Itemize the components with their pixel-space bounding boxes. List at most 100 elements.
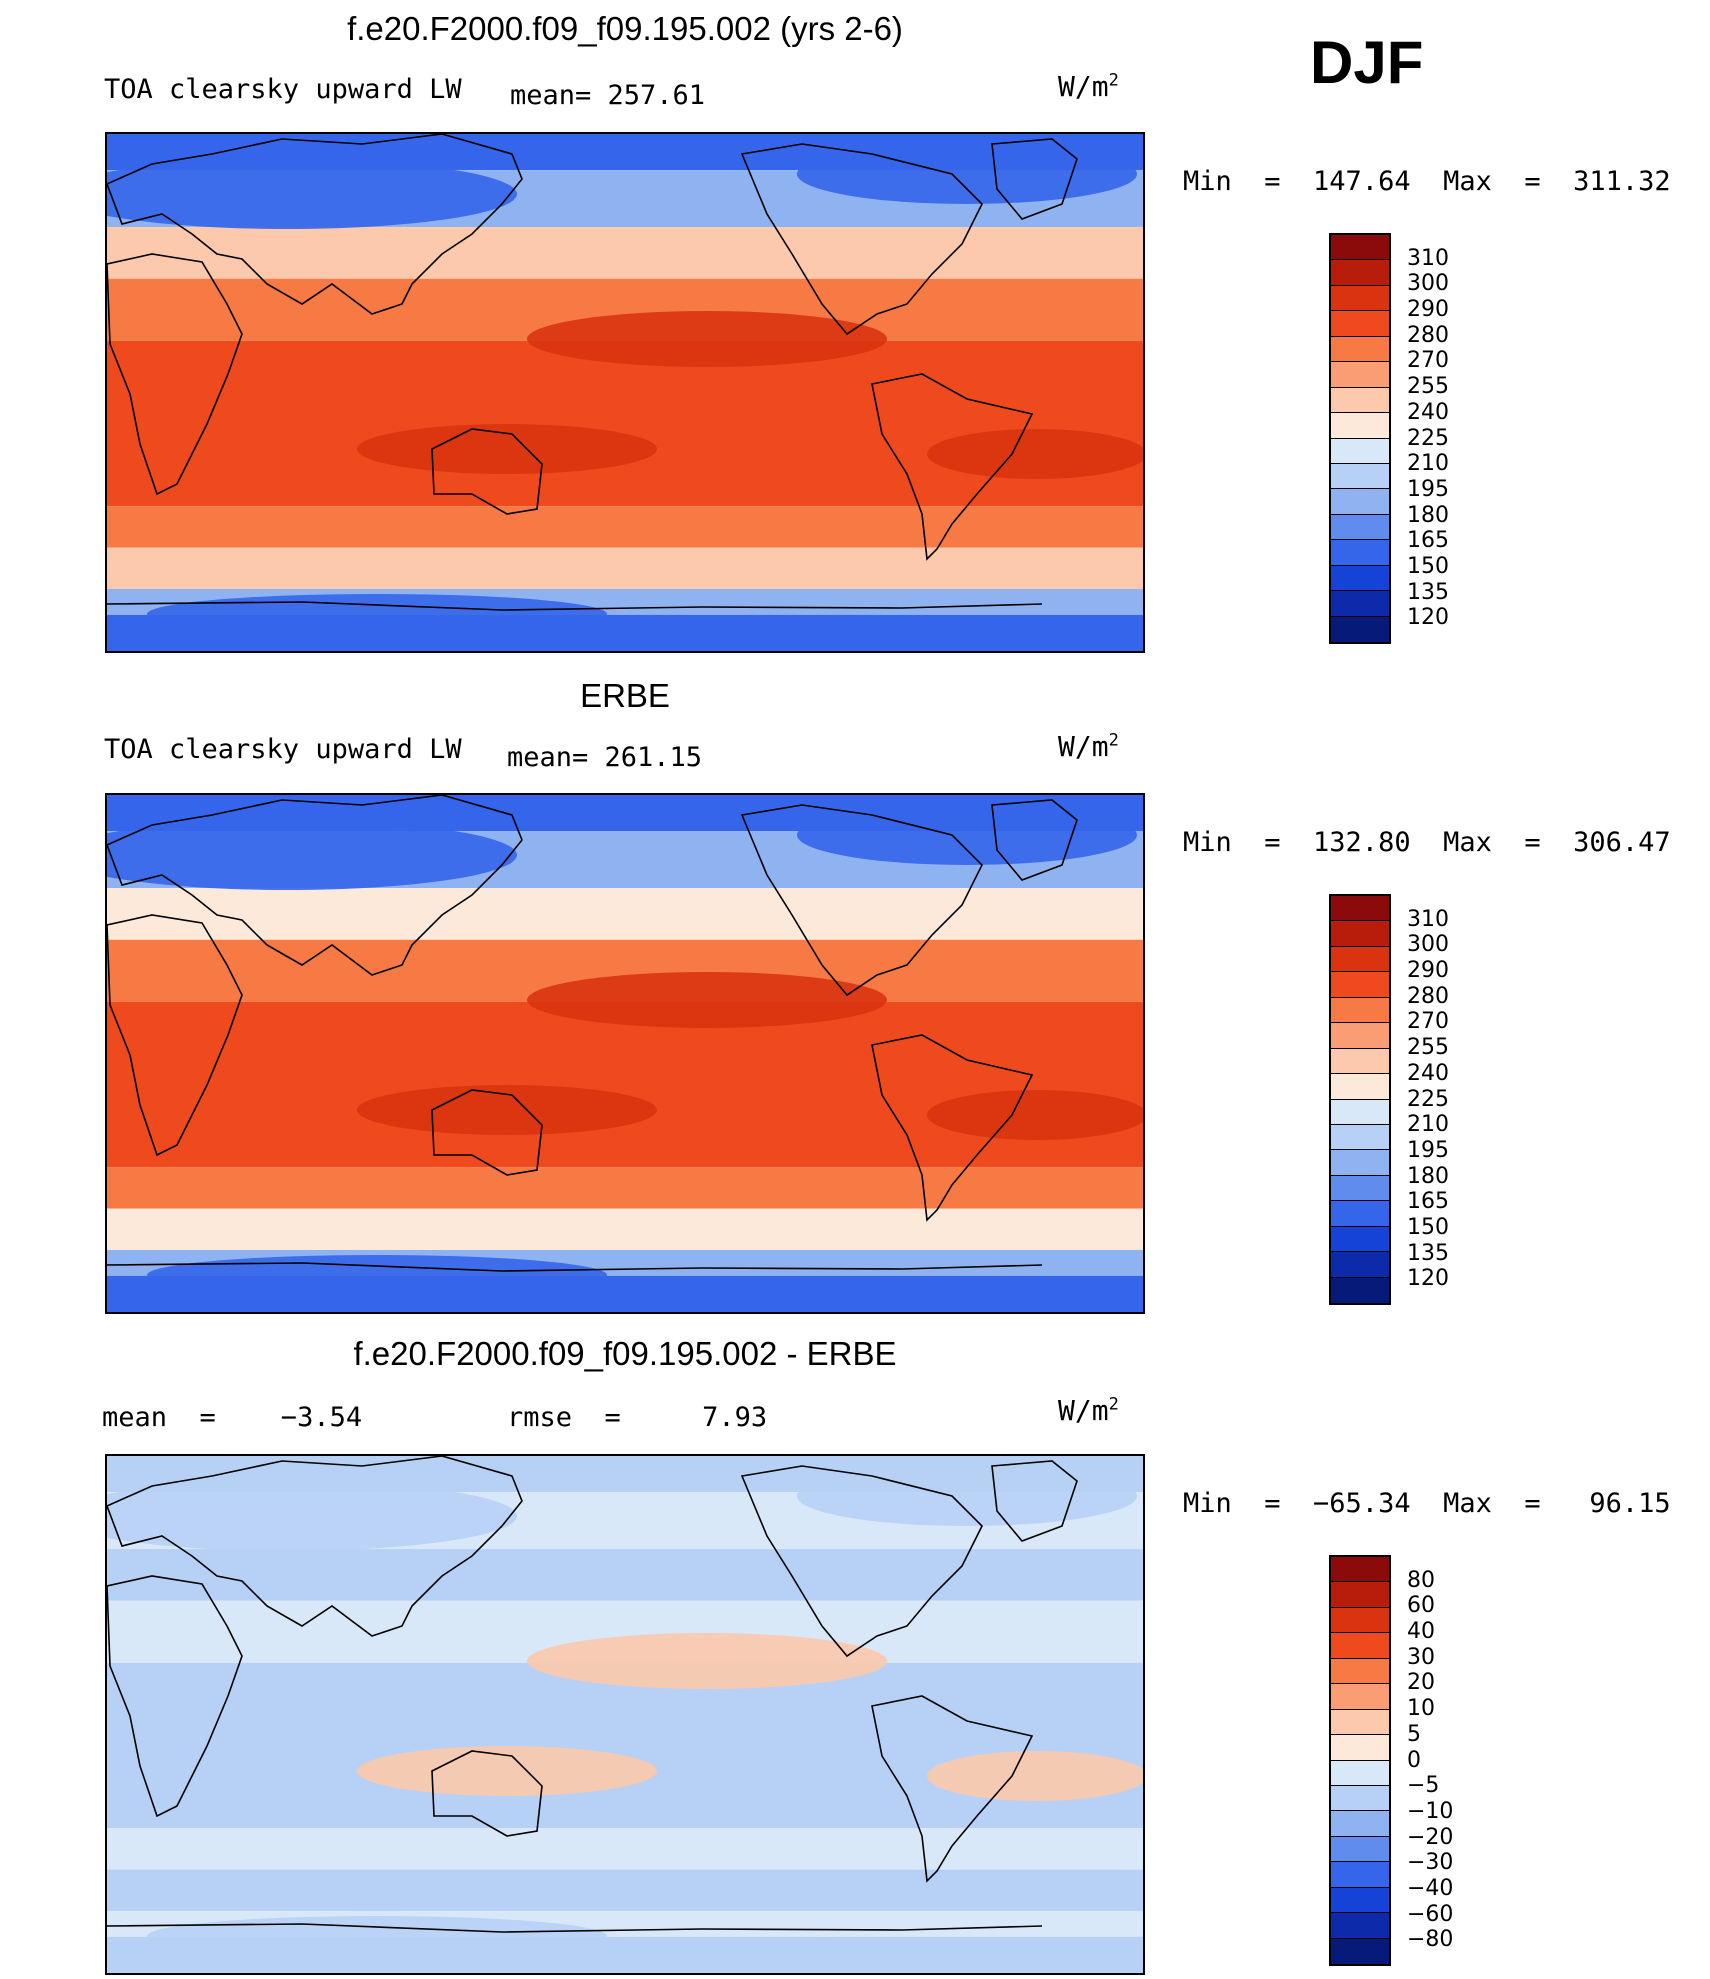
season-label: DJF [1310, 29, 1424, 96]
colorbar-tick-label: −5 [1407, 1773, 1440, 1799]
colorbar-tick-label: 210 [1407, 451, 1449, 477]
colorbar-segment [1331, 591, 1389, 617]
colorbar-segment [1331, 387, 1389, 414]
colorbar-tick-label: −60 [1407, 1901, 1454, 1927]
field-band [107, 1828, 1143, 1870]
panel-3-colorbar [1329, 1555, 1391, 1966]
colorbar-segment [1331, 1124, 1389, 1151]
colorbar-tick-label: 195 [1407, 476, 1449, 502]
coastline [107, 1456, 523, 1637]
colorbar-tick-label: 120 [1407, 605, 1449, 631]
panel-3-units: W/m2 [1058, 1394, 1119, 1427]
colorbar-segment [1331, 1913, 1389, 1939]
colorbar-segment [1331, 1684, 1389, 1710]
panel-1-variable: TOA clearsky upward LW [104, 74, 462, 105]
panel-1-title: f.e20.F2000.f09_f09.195.002 (yrs 2-6) [347, 10, 903, 47]
panel-3-map [105, 1454, 1145, 1975]
colorbar-segment [1331, 1887, 1389, 1914]
colorbar-tick-label: 300 [1407, 932, 1449, 958]
coastline [107, 601, 1043, 611]
coastline [107, 1923, 1043, 1933]
coastline [107, 1262, 1043, 1272]
map-canvas [107, 795, 1143, 1312]
colorbar-segment [1331, 362, 1389, 388]
colorbar-tick-label: 240 [1407, 1060, 1449, 1086]
coastline [107, 795, 523, 976]
colorbar-segment [1331, 1226, 1389, 1253]
colorbar-segment [1331, 1938, 1389, 1964]
coastline [431, 1750, 543, 1837]
colorbar-tick-label: 0 [1407, 1747, 1421, 1773]
colorbar-tick-label: 20 [1407, 1670, 1435, 1696]
colorbar-segment [1331, 1582, 1389, 1608]
colorbar-segment [1331, 413, 1389, 439]
colorbar-segment [1331, 514, 1389, 541]
map-canvas [107, 1456, 1143, 1973]
field-blob [107, 159, 517, 229]
colorbar-tick-label: 120 [1407, 1266, 1449, 1292]
colorbar-segment [1331, 946, 1389, 973]
colorbar-tick-label: 225 [1407, 1086, 1449, 1112]
colorbar-segment [1331, 311, 1389, 337]
colorbar-segment [1331, 1862, 1389, 1888]
colorbar-tick-label: 280 [1407, 322, 1449, 348]
colorbar-tick-label: −20 [1407, 1824, 1454, 1850]
colorbar-segment [1331, 616, 1389, 642]
panel-3-stat-mid: rmse = 7.93 [507, 1402, 768, 1433]
field-blob [357, 1746, 657, 1796]
field-blob [927, 1751, 1143, 1801]
colorbar-segment [1331, 1175, 1389, 1202]
field-band [107, 1167, 1143, 1209]
coastlines [107, 134, 1078, 611]
field-blob [797, 805, 1137, 865]
colorbar-segment [1331, 1150, 1389, 1176]
field-blob [927, 1090, 1143, 1140]
colorbar-segment [1331, 235, 1389, 261]
colorbar-tick-label: 310 [1407, 906, 1449, 932]
colorbar-tick-label: 255 [1407, 1035, 1449, 1061]
colorbar-tick-label: 40 [1407, 1619, 1435, 1645]
field-blob [797, 1466, 1137, 1526]
colorbar-tick-label: 225 [1407, 425, 1449, 451]
coastline [991, 138, 1078, 220]
coastline [107, 1575, 243, 1818]
colorbar-tick-label: 135 [1407, 1240, 1449, 1266]
field-blob [357, 1085, 657, 1135]
field-band [107, 1869, 1143, 1911]
panel-2-title: ERBE [580, 677, 670, 714]
colorbar-segment [1331, 336, 1389, 363]
panel-2-minmax: Min = 132.80 Max = 306.47 [1183, 827, 1671, 858]
field-blob [107, 820, 517, 890]
colorbar-tick-label: 150 [1407, 1214, 1449, 1240]
field-blob [527, 972, 887, 1028]
colorbar-tick-label: 290 [1407, 297, 1449, 323]
coastline [431, 428, 543, 515]
panel-3-title: f.e20.F2000.f09_f09.195.002 - ERBE [353, 1335, 897, 1372]
field-blob [927, 429, 1143, 479]
coastline [107, 914, 243, 1157]
colorbar-tick-label: 5 [1407, 1721, 1421, 1747]
field-band [107, 227, 1143, 279]
colorbar-tick-label: −40 [1407, 1875, 1454, 1901]
coastline [871, 373, 1034, 561]
colorbar-segment [1331, 1201, 1389, 1227]
colorbar-segment [1331, 1785, 1389, 1812]
field-band [107, 340, 1143, 507]
colorbar-tick-label: 240 [1407, 399, 1449, 425]
colorbar-tick-label: 210 [1407, 1112, 1449, 1138]
colorbar-segment [1331, 1074, 1389, 1100]
panel-3-minmax: Min = −65.34 Max = 96.15 [1183, 1488, 1671, 1519]
panel-2-units: W/m2 [1058, 730, 1119, 763]
colorbar-segment [1331, 1023, 1389, 1049]
field-blob [527, 311, 887, 367]
colorbar-tick-label: 255 [1407, 374, 1449, 400]
coastline [107, 134, 523, 315]
colorbar-tick-label: −10 [1407, 1798, 1454, 1824]
coastlines [107, 1456, 1078, 1933]
colorbar-tick-label: 180 [1407, 502, 1449, 528]
colorbar-segment [1331, 489, 1389, 515]
panel-3-stat-left: mean = −3.54 [102, 1402, 363, 1433]
colorbar-segment [1331, 1811, 1389, 1837]
field-blob [147, 594, 607, 634]
colorbar-tick-label: 270 [1407, 348, 1449, 374]
